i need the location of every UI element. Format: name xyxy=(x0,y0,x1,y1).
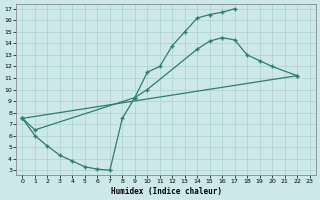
X-axis label: Humidex (Indice chaleur): Humidex (Indice chaleur) xyxy=(110,187,221,196)
